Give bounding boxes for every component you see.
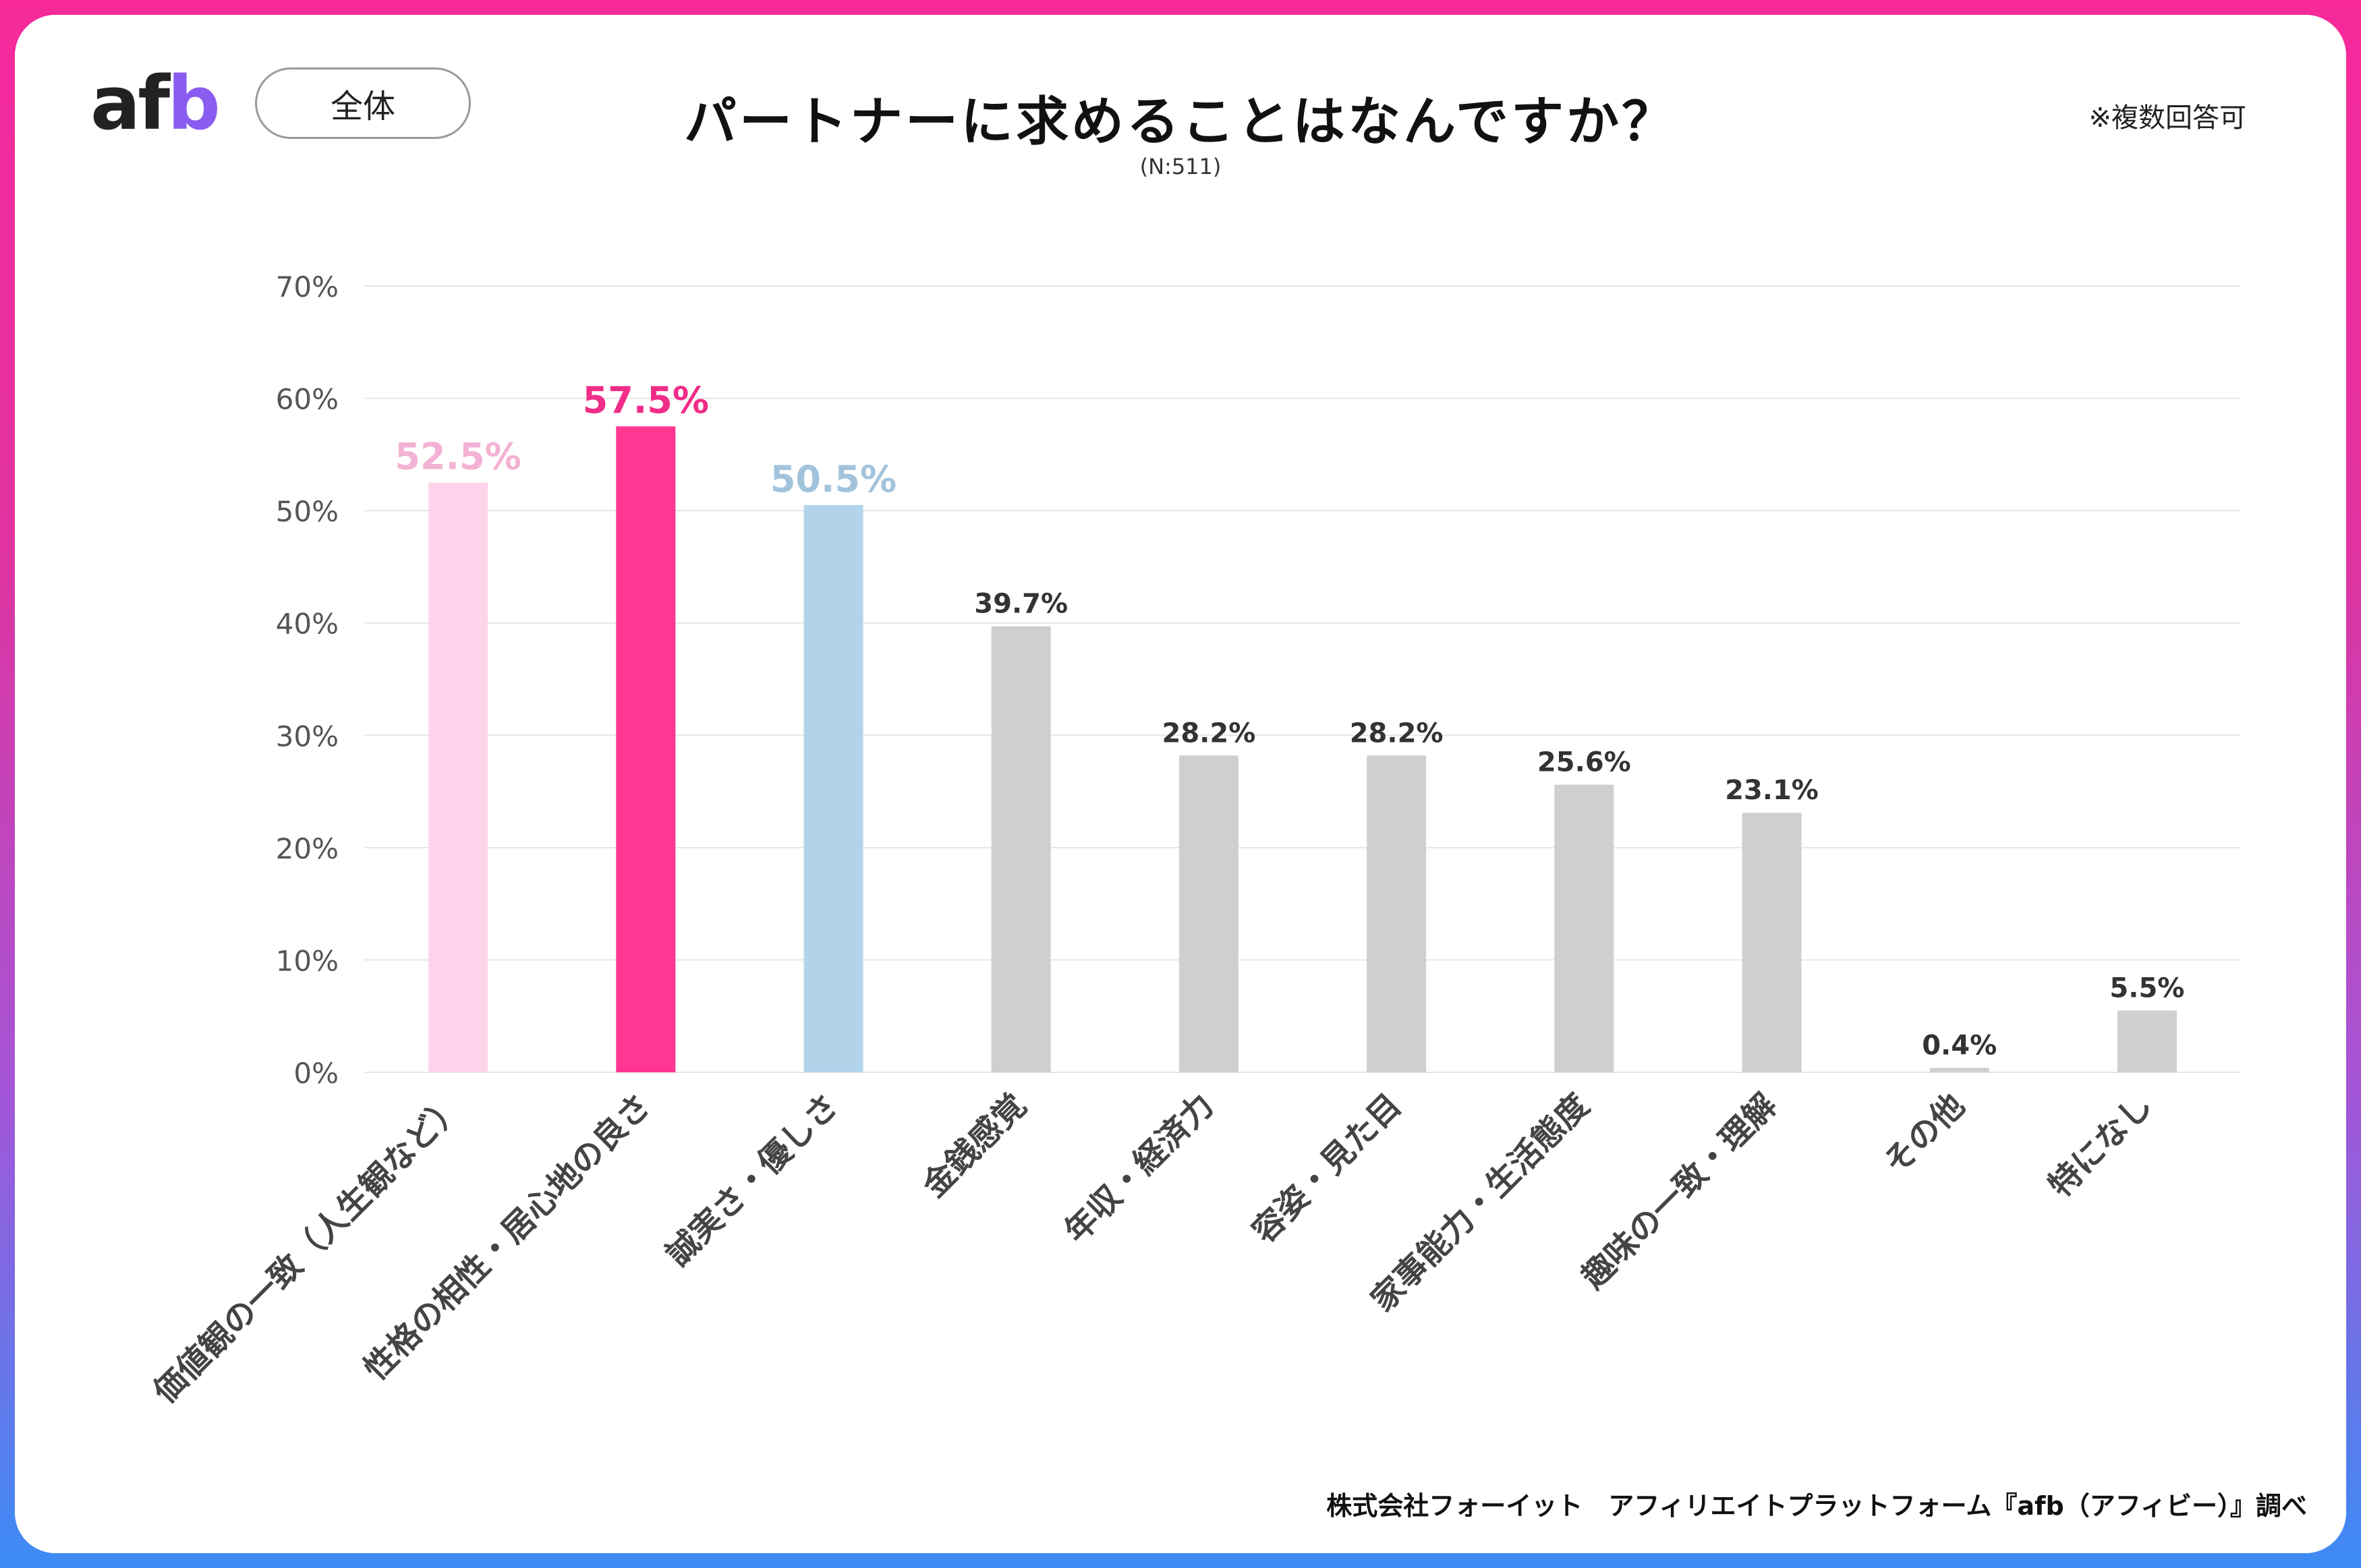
bar-9 [1929,1068,1989,1072]
y-tick-label: 50% [276,495,339,528]
category-label: 価値観の一致（人生観など） [146,1086,471,1412]
bar-5 [1178,755,1239,1072]
y-tick-label: 10% [276,944,339,977]
source-credit: 株式会社フォーイット アフィリエイトプラットフォーム『afb（アフィビー）』調べ [1326,1491,2307,1521]
bar-8 [1742,813,1802,1072]
y-tick-label: 20% [276,832,339,865]
bar-10 [2117,1010,2177,1072]
sample-size: (N:511) [1139,154,1222,179]
category-label: 趣味の一致・理解 [1574,1086,1784,1296]
y-tick-label: 70% [276,270,339,303]
filter-pill[interactable]: 全体 [255,67,471,139]
data-label: 57.5% [583,379,709,422]
chart-title: パートナーに求めることはなんですか？ [683,92,1678,152]
bar-1 [428,482,488,1072]
bar-7 [1554,784,1614,1072]
category-label: 特になし [2041,1086,2159,1204]
data-label: 52.5% [395,436,521,478]
category-label: 年収・経済力 [1057,1086,1221,1250]
data-label: 5.5% [2109,972,2184,1004]
data-label: 0.4% [1922,1030,1997,1061]
data-label: 28.2% [1162,718,1256,749]
bar-4 [991,626,1051,1072]
bar-3 [803,504,863,1072]
bar-6 [1367,755,1427,1072]
y-tick-label: 40% [276,608,339,641]
data-label: 50.5% [770,458,897,500]
afb-logo: afb [90,60,221,146]
data-label: 23.1% [1725,775,1819,806]
data-label: 25.6% [1537,747,1631,778]
bar-2 [616,426,676,1072]
y-tick-label: 30% [276,720,339,753]
y-tick-label: 0% [293,1057,339,1090]
category-label: 金銭感覚 [915,1086,1033,1205]
multiple-answer-note: ※複数回答可 [2088,103,2246,134]
category-label: 容姿・見た目 [1245,1086,1409,1250]
y-tick-label: 60% [276,383,339,416]
data-label: 28.2% [1350,718,1444,749]
data-label: 39.7% [974,589,1068,620]
category-label: 誠実さ・優しさ [659,1086,846,1273]
category-label: その他 [1877,1086,1972,1182]
